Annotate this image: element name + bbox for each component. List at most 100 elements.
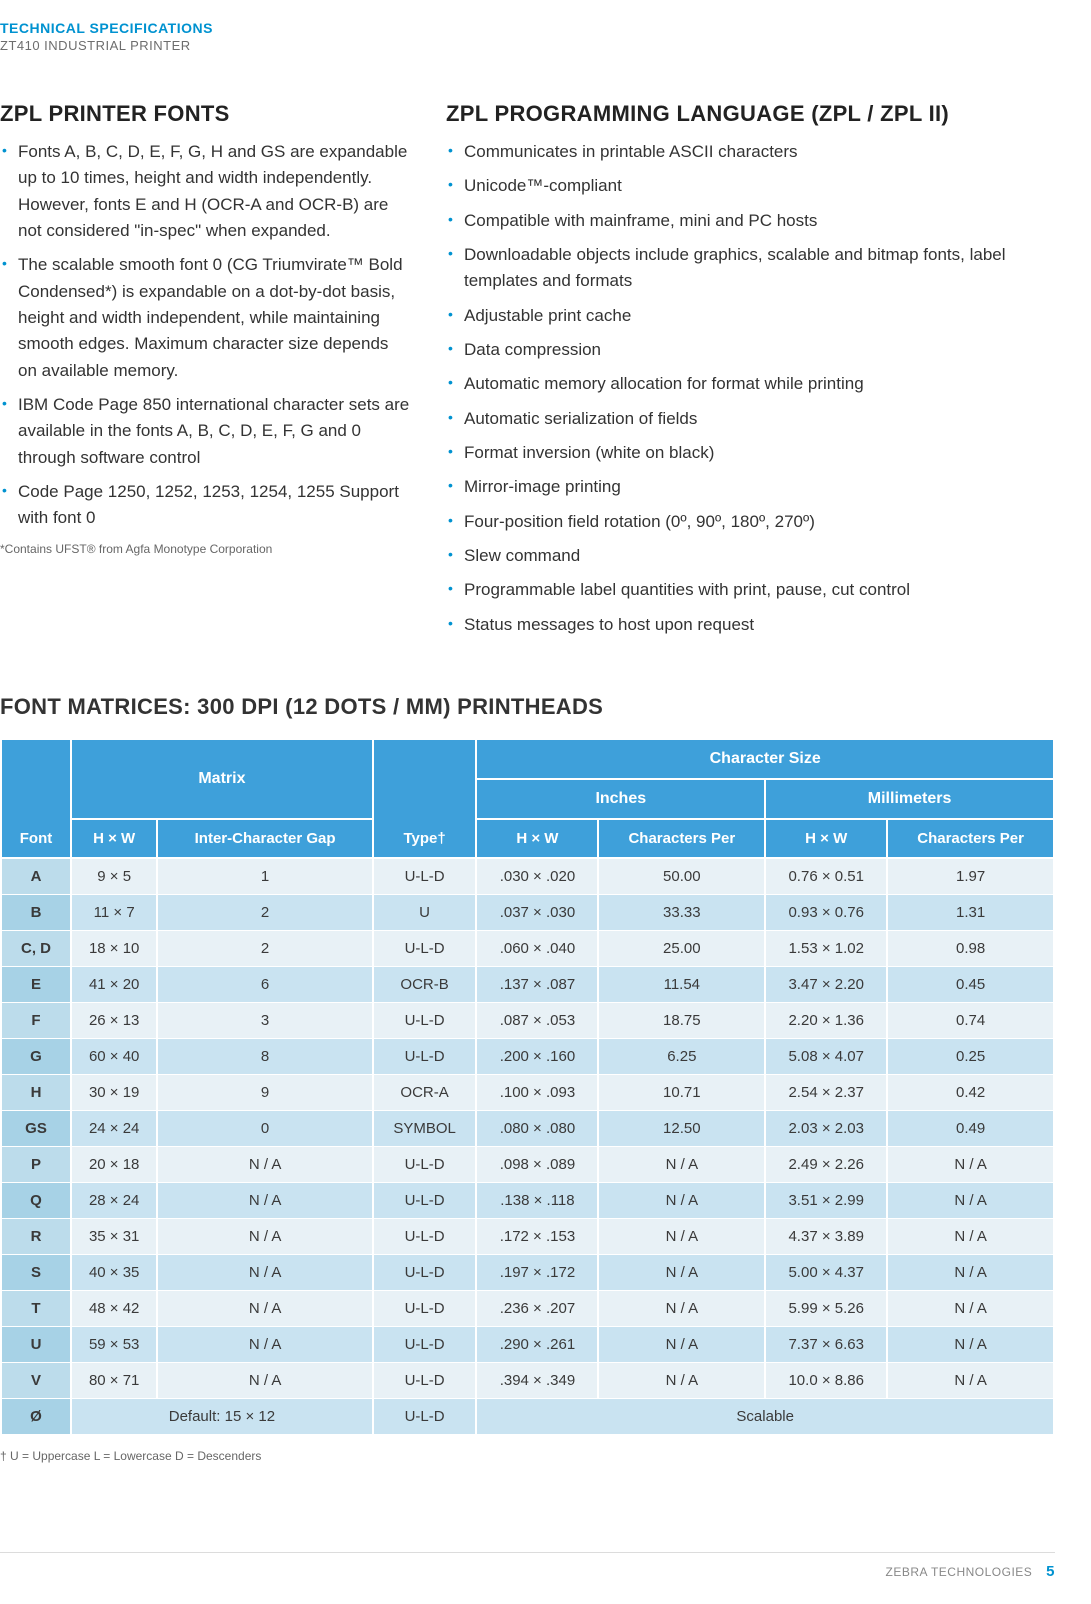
cell-font: T	[1, 1291, 71, 1327]
list-item: Status messages to host upon request	[446, 612, 1055, 638]
table-footnote: † U = Uppercase L = Lowercase D = Descen…	[0, 1449, 1055, 1463]
cell-mm-hxw: 2.20 × 1.36	[765, 1003, 887, 1039]
cell-type: U-L-D	[373, 1291, 477, 1327]
cell-type: U-L-D	[373, 1003, 477, 1039]
cell-in-hxw: .200 × .160	[476, 1039, 598, 1075]
cell-in-cper: 6.25	[598, 1039, 765, 1075]
doc-header-subtitle: ZT410 INDUSTRIAL PRINTER	[0, 38, 1055, 53]
cell-hxw: 48 × 42	[71, 1291, 157, 1327]
th-mm-hxw: H × W	[765, 819, 887, 858]
cell-font: H	[1, 1075, 71, 1111]
cell-mm-cper: 1.31	[887, 895, 1054, 931]
table-row: P20 × 18N / AU-L-D.098 × .089N / A2.49 ×…	[1, 1147, 1054, 1183]
list-item: Format inversion (white on black)	[446, 440, 1055, 466]
cell-mm-cper: N / A	[887, 1327, 1054, 1363]
table-row: C, D18 × 102U-L-D.060 × .04025.001.53 × …	[1, 931, 1054, 967]
table-head: Font Matrix Type† Character Size Inches …	[1, 739, 1054, 858]
two-column-layout: ZPL PRINTER FONTS Fonts A, B, C, D, E, F…	[0, 101, 1055, 648]
cell-font: R	[1, 1219, 71, 1255]
cell-in-hxw: .060 × .040	[476, 931, 598, 967]
list-item: Unicode™-compliant	[446, 173, 1055, 199]
cell-in-hxw: .037 × .030	[476, 895, 598, 931]
th-inches: Inches	[476, 779, 765, 819]
list-item: Programmable label quantities with print…	[446, 577, 1055, 603]
cell-hxw: 18 × 10	[71, 931, 157, 967]
cell-in-cper: N / A	[598, 1183, 765, 1219]
cell-font: GS	[1, 1111, 71, 1147]
cell-in-hxw: .394 × .349	[476, 1363, 598, 1399]
cell-mm-hxw: 5.08 × 4.07	[765, 1039, 887, 1075]
page-footer: ZEBRA TECHNOLOGIES 5	[0, 1552, 1055, 1580]
cell-gap: 0	[157, 1111, 372, 1147]
cell-in-hxw: .098 × .089	[476, 1147, 598, 1183]
left-column: ZPL PRINTER FONTS Fonts A, B, C, D, E, F…	[0, 101, 410, 648]
cell-type: U	[373, 895, 477, 931]
cell-hxw: 26 × 13	[71, 1003, 157, 1039]
cell-font: S	[1, 1255, 71, 1291]
cell-gap: N / A	[157, 1255, 372, 1291]
cell-mm-hxw: 2.03 × 2.03	[765, 1111, 887, 1147]
zpl-fonts-list: Fonts A, B, C, D, E, F, G, H and GS are …	[0, 139, 410, 532]
cell-mm-hxw: 2.54 × 2.37	[765, 1075, 887, 1111]
cell-gap: 9	[157, 1075, 372, 1111]
page: TECHNICAL SPECIFICATIONS ZT410 INDUSTRIA…	[0, 0, 1091, 1604]
cell-in-cper: 12.50	[598, 1111, 765, 1147]
cell-mm-hxw: 1.53 × 1.02	[765, 931, 887, 967]
cell-in-cper: 33.33	[598, 895, 765, 931]
th-charsize: Character Size	[476, 739, 1054, 779]
th-in-hxw: H × W	[476, 819, 598, 858]
zpl-lang-list: Communicates in printable ASCII characte…	[446, 139, 1055, 638]
font-matrices-table: Font Matrix Type† Character Size Inches …	[0, 738, 1055, 1435]
table-row-last: ØDefault: 15 × 12U-L-DScalable	[1, 1399, 1054, 1435]
cell-font: F	[1, 1003, 71, 1039]
cell-font: A	[1, 858, 71, 895]
cell-type: OCR-A	[373, 1075, 477, 1111]
font-matrices-title: FONT MATRICES: 300 DPI (12 DOTS / MM) PR…	[0, 694, 1055, 720]
cell-type: U-L-D	[373, 1039, 477, 1075]
cell-mm-cper: 0.25	[887, 1039, 1054, 1075]
list-item: Automatic serialization of fields	[446, 406, 1055, 432]
list-item: IBM Code Page 850 international characte…	[0, 392, 410, 471]
fonts-footnote: *Contains UFST® from Agfa Monotype Corpo…	[0, 542, 410, 556]
cell-hxw: 20 × 18	[71, 1147, 157, 1183]
cell-hxw: 28 × 24	[71, 1183, 157, 1219]
list-item: Communicates in printable ASCII characte…	[446, 139, 1055, 165]
cell-font: G	[1, 1039, 71, 1075]
list-item: Automatic memory allocation for format w…	[446, 371, 1055, 397]
cell-in-cper: N / A	[598, 1255, 765, 1291]
table-row: U59 × 53N / AU-L-D.290 × .261N / A7.37 ×…	[1, 1327, 1054, 1363]
cell-mm-cper: N / A	[887, 1363, 1054, 1399]
cell-font: P	[1, 1147, 71, 1183]
cell-gap: N / A	[157, 1327, 372, 1363]
cell-in-cper: N / A	[598, 1363, 765, 1399]
cell-type: U-L-D	[373, 1255, 477, 1291]
cell-mm-cper: 0.74	[887, 1003, 1054, 1039]
cell-font: E	[1, 967, 71, 1003]
cell-scalable: Scalable	[476, 1399, 1054, 1435]
cell-mm-cper: N / A	[887, 1219, 1054, 1255]
cell-type: OCR-B	[373, 967, 477, 1003]
list-item: Adjustable print cache	[446, 303, 1055, 329]
cell-type: SYMBOL	[373, 1111, 477, 1147]
cell-font: C, D	[1, 931, 71, 967]
list-item: Fonts A, B, C, D, E, F, G, H and GS are …	[0, 139, 410, 244]
cell-type: U-L-D	[373, 858, 477, 895]
cell-in-hxw: .100 × .093	[476, 1075, 598, 1111]
cell-type: U-L-D	[373, 1219, 477, 1255]
cell-mm-hxw: 0.76 × 0.51	[765, 858, 887, 895]
footer-page-number: 5	[1046, 1563, 1055, 1580]
right-column: ZPL PROGRAMMING LANGUAGE (ZPL / ZPL II) …	[446, 101, 1055, 648]
table-row: F26 × 133U-L-D.087 × .05318.752.20 × 1.3…	[1, 1003, 1054, 1039]
cell-gap: 2	[157, 931, 372, 967]
table-row: B11 × 72U.037 × .03033.330.93 × 0.761.31	[1, 895, 1054, 931]
cell-hxw: 41 × 20	[71, 967, 157, 1003]
zpl-lang-title: ZPL PROGRAMMING LANGUAGE (ZPL / ZPL II)	[446, 101, 1055, 127]
cell-mm-cper: N / A	[887, 1255, 1054, 1291]
table-row: R35 × 31N / AU-L-D.172 × .153N / A4.37 ×…	[1, 1219, 1054, 1255]
cell-in-cper: 25.00	[598, 931, 765, 967]
cell-mm-hxw: 3.51 × 2.99	[765, 1183, 887, 1219]
cell-in-hxw: .087 × .053	[476, 1003, 598, 1039]
cell-in-hxw: .080 × .080	[476, 1111, 598, 1147]
list-item: The scalable smooth font 0 (CG Triumvira…	[0, 252, 410, 384]
cell-in-hxw: .030 × .020	[476, 858, 598, 895]
